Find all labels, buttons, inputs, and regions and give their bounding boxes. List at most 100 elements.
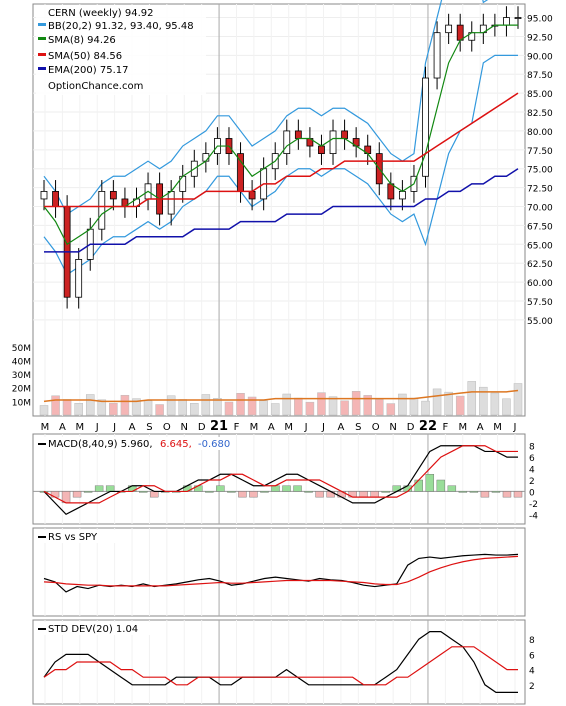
x-tick-label: 21 bbox=[210, 419, 228, 434]
macd-tick-label: 2 bbox=[529, 477, 535, 487]
candle-body bbox=[398, 190, 406, 200]
macd-tick-label: -2 bbox=[529, 500, 538, 510]
watermark: OptionChance.com bbox=[48, 81, 143, 92]
price-tick-label: 70.00 bbox=[527, 204, 553, 214]
x-tick-label: D bbox=[198, 422, 206, 433]
volume-bar bbox=[120, 394, 130, 416]
candle-body bbox=[40, 190, 48, 200]
candle-body bbox=[514, 17, 522, 19]
x-tick-label: A bbox=[268, 422, 275, 433]
volume-bar bbox=[259, 400, 268, 416]
volume-bar bbox=[432, 388, 442, 416]
legend-ema200: EMA(200) 75.17 bbox=[48, 65, 128, 76]
macd-histogram-bar bbox=[139, 491, 148, 493]
ema200-line bbox=[44, 168, 519, 253]
x-tick-label: O bbox=[163, 422, 171, 433]
volume-bar bbox=[132, 398, 141, 416]
volume-bar bbox=[178, 399, 187, 416]
std-tick-label: 6 bbox=[529, 651, 535, 661]
price-tick-label: 65.00 bbox=[527, 241, 553, 251]
x-tick-label: O bbox=[372, 422, 380, 433]
volume-tick-label: 20M bbox=[12, 385, 31, 395]
macd-hist-label: -0.680 bbox=[198, 439, 230, 450]
x-tick-label: J bbox=[112, 422, 116, 433]
rs-legend: RS vs SPY bbox=[36, 530, 126, 543]
candle-body bbox=[248, 190, 256, 200]
candle-body bbox=[109, 190, 117, 200]
macd-histogram-bar bbox=[447, 485, 457, 492]
volume-bar bbox=[351, 391, 361, 416]
x-tick-label: A bbox=[477, 422, 484, 433]
x-tick-label: M bbox=[493, 422, 502, 433]
candle-body bbox=[433, 32, 441, 79]
price-tick-label: 75.00 bbox=[527, 166, 553, 176]
legend-sma8: SMA(8) 94.26 bbox=[48, 35, 116, 46]
legend-swatch-bb bbox=[38, 23, 46, 26]
macd-histogram-bar bbox=[469, 491, 479, 493]
macd-histogram-bar bbox=[381, 491, 390, 493]
macd-histogram-bar bbox=[249, 491, 258, 498]
price-tick-label: 67.50 bbox=[527, 222, 553, 232]
volume-bar bbox=[85, 394, 95, 416]
macd-tick-label: 6 bbox=[529, 454, 535, 464]
x-tick-label: M bbox=[75, 422, 84, 433]
volume-bar bbox=[39, 405, 49, 416]
candle-body bbox=[341, 130, 348, 139]
x-tick-label: J bbox=[513, 422, 517, 433]
price-tick-label: 85.00 bbox=[527, 90, 553, 100]
macd-histogram-bar bbox=[72, 491, 82, 498]
volume-average-line bbox=[43, 389, 519, 403]
volume-bar bbox=[224, 401, 234, 416]
volume-bar bbox=[328, 396, 338, 416]
std-label: STD DEV(20) 1.04 bbox=[48, 624, 138, 635]
volume-bar bbox=[270, 403, 280, 416]
volume-bar bbox=[386, 403, 396, 416]
macd-tick-label: 4 bbox=[529, 466, 535, 476]
rs-label: RS vs SPY bbox=[48, 532, 98, 543]
macd-signal-label: 6.645, bbox=[160, 439, 192, 450]
x-tick-label: D bbox=[407, 422, 415, 433]
volume-bar bbox=[201, 394, 211, 416]
x-tick-label: S bbox=[355, 422, 361, 433]
x-tick-label: N bbox=[389, 422, 396, 433]
macd-histogram-bar bbox=[359, 491, 368, 498]
volume-tick-label: 40M bbox=[12, 357, 31, 367]
legend-swatch-sma50 bbox=[38, 53, 46, 56]
x-tick-label: M bbox=[458, 422, 467, 433]
macd-signal-line bbox=[43, 445, 518, 504]
macd-histogram-bar bbox=[83, 491, 93, 493]
price-tick-label: 80.00 bbox=[527, 128, 553, 138]
candle-body bbox=[445, 24, 453, 34]
macd-histogram-bar bbox=[150, 491, 159, 498]
volume-bar bbox=[51, 395, 60, 416]
candle-body bbox=[52, 190, 59, 207]
macd-histogram-bar bbox=[502, 491, 512, 498]
macd-label: MACD(8,40,9) 5.960, bbox=[48, 439, 153, 450]
volume-bar bbox=[213, 398, 222, 416]
macd-histogram-bar bbox=[238, 491, 247, 498]
volume-bar bbox=[247, 396, 257, 416]
chart-title: CERN (weekly) 94.92 bbox=[48, 8, 154, 19]
macd-histogram-bar bbox=[260, 491, 269, 493]
volume-bar bbox=[294, 397, 303, 416]
volume-bar bbox=[467, 381, 477, 416]
price-tick-label: 62.50 bbox=[527, 260, 553, 270]
price-tick-label: 60.00 bbox=[527, 279, 553, 289]
std-tick-label: 4 bbox=[529, 667, 535, 677]
macd-legend: MACD(8,40,9) 5.960, 6.645, -0.680 bbox=[36, 437, 231, 450]
std-tick-label: 2 bbox=[529, 682, 535, 692]
candle-body bbox=[75, 259, 83, 298]
volume-bar bbox=[340, 400, 349, 416]
x-tick-label: 22 bbox=[419, 419, 437, 434]
rs-average-line bbox=[43, 555, 519, 587]
macd-histogram-bar bbox=[458, 491, 468, 493]
volume-bar bbox=[190, 403, 199, 416]
volume-bar bbox=[363, 395, 372, 416]
x-tick-label: A bbox=[129, 422, 136, 433]
macd-histogram-bar bbox=[491, 491, 501, 493]
price-tick-label: 90.00 bbox=[527, 52, 553, 62]
candle-body bbox=[422, 77, 429, 177]
macd-histogram-bar bbox=[271, 485, 280, 492]
x-tick-label: F bbox=[442, 422, 448, 433]
candle-body bbox=[283, 130, 291, 155]
